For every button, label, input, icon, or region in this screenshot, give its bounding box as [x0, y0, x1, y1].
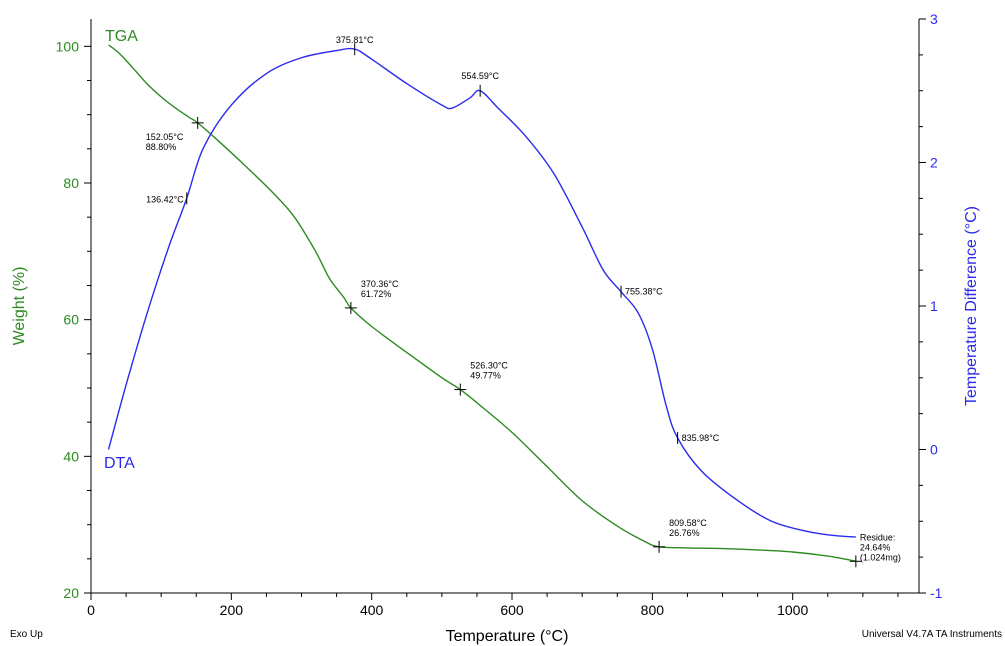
annotation-label: Residue:: [860, 532, 896, 542]
tga-annotation: 526.30°C49.77%: [454, 361, 508, 396]
labels: Temperature (°C) Weight (%) Temperature …: [10, 28, 1002, 645]
axes: 0 200 400 600 800 1000 20 40 60 80 100 -1 0 1 2 3: [56, 11, 943, 618]
annotation-label: 835.98°C: [682, 433, 720, 443]
x-tick-label: 600: [500, 602, 524, 618]
y-right-tick-label: 0: [930, 442, 938, 458]
dta-annotation: 375.81°C: [336, 35, 374, 56]
tga-curve: [108, 44, 856, 562]
footer-left: Exo Up: [10, 629, 43, 640]
y-right-tick-label: 2: [930, 155, 938, 171]
dta-annotation: 755.38°C: [620, 285, 663, 298]
curves: [107, 44, 856, 562]
annotation-label: 88.80%: [146, 142, 177, 152]
tga-annotation: Residue:24.64%(1.024mg): [849, 532, 901, 568]
y-left-tick-label: 40: [63, 448, 79, 464]
annotation-label: 24.64%: [860, 542, 891, 552]
annotation-label: 375.81°C: [336, 35, 374, 45]
y-left-tick-label: 60: [63, 312, 79, 328]
y-right-tick-label: 3: [930, 11, 938, 27]
x-tick-label: 400: [360, 602, 384, 618]
dta-series-label: DTA: [104, 455, 135, 472]
footer-right: Universal V4.7A TA Instruments: [862, 629, 1002, 640]
dta-annotation: 835.98°C: [677, 432, 720, 445]
x-tick-label: 1000: [777, 602, 808, 618]
annotation-label: 809.58°C: [669, 518, 707, 528]
annotation-label: 26.76%: [669, 528, 700, 538]
annotation-label: (1.024mg): [860, 552, 901, 562]
y-left-tick-label: 80: [63, 175, 79, 191]
y-axis-left-title: Weight (%): [11, 267, 28, 346]
dta-curve: [107, 47, 856, 538]
tga-annotation: 809.58°C26.76%: [653, 518, 707, 553]
annotations: 152.05°C88.80% 370.36°C61.72% 526.30°C49.7…: [146, 35, 901, 568]
tga-annotation: 370.36°C61.72%: [344, 279, 399, 314]
y-right-tick-label: -1: [930, 585, 943, 601]
tga-annotation: 152.05°C88.80%: [146, 116, 204, 152]
annotation-label: 370.36°C: [361, 279, 399, 289]
dta-annotation: 136.42°C: [146, 192, 188, 205]
dta-annotation: 554.59°C: [461, 71, 499, 97]
x-tick-label: 800: [641, 602, 665, 618]
annotation-label: 61.72%: [361, 289, 392, 299]
x-tick-label: 0: [87, 602, 95, 618]
annotation-label: 554.59°C: [461, 71, 499, 81]
y-left-tick-label: 100: [56, 38, 80, 54]
y-right-tick-label: 1: [930, 298, 938, 314]
annotation-label: 526.30°C: [470, 361, 508, 371]
annotation-label: 49.77%: [470, 371, 501, 381]
x-tick-label: 200: [220, 602, 244, 618]
annotation-label: 755.38°C: [625, 287, 663, 297]
annotation-label: 152.05°C: [146, 132, 184, 142]
tga-series-label: TGA: [105, 28, 138, 45]
y-axis-right-title: Temperature Difference (°C): [963, 206, 980, 406]
annotation-label: 136.42°C: [146, 194, 184, 204]
y-left-tick-label: 20: [63, 585, 79, 601]
x-axis-title: Temperature (°C): [446, 628, 569, 645]
